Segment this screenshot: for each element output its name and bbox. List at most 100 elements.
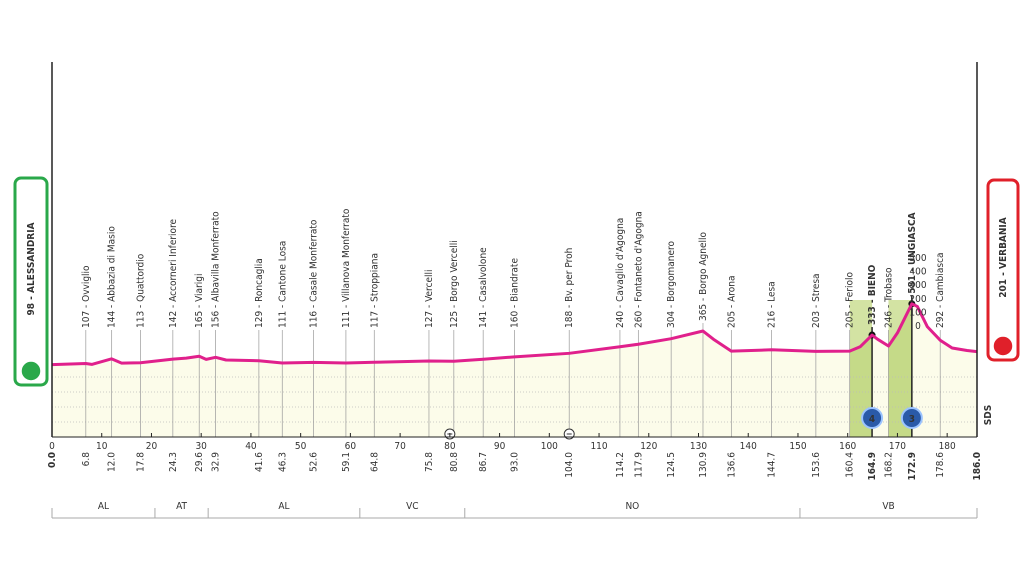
waypoint-label: 111 - Cantone Losa xyxy=(277,241,288,328)
waypoint-label: 581 - UNGIASCA xyxy=(907,212,918,293)
x-tick-label: 50 xyxy=(295,441,307,452)
x-tick-label: 80 xyxy=(444,441,456,452)
waypoint-label: 144 - Abbazia di Masio xyxy=(107,226,118,328)
waypoint-label: 246 - Trobaso xyxy=(883,267,894,328)
x-tick-label: 100 xyxy=(541,441,558,452)
waypoint-label: 111 - Villanova Monferrato xyxy=(341,208,352,328)
climb-badge xyxy=(900,407,923,429)
waypoint-km: 64.8 xyxy=(369,452,380,472)
waypoint-label: 141 - Casalvolone xyxy=(478,247,489,328)
waypoint-label: 107 - Ovviglio xyxy=(81,265,92,328)
climb-scale-label: 100 xyxy=(909,307,926,318)
x-tick-label: 90 xyxy=(494,441,506,452)
finish-label: 201 - VERBANIA xyxy=(998,217,1009,298)
waypoint-km: 32.9 xyxy=(211,452,222,472)
waypoint-label: 116 - Casale Monferrato xyxy=(309,219,320,328)
km-endpoint: 0.0 xyxy=(47,452,58,468)
x-tick-label: 170 xyxy=(889,441,906,452)
x-tick-label: 120 xyxy=(640,441,657,452)
waypoint-label: 117 - Stroppiana xyxy=(369,253,380,328)
waypoint-km: 178.6 xyxy=(935,452,946,478)
climb-scale-label: 300 xyxy=(909,280,926,291)
start-label: 98 - ALESSANDRIA xyxy=(26,222,37,315)
waypoint-label: 142 - Accorneri Inferiore xyxy=(168,218,179,328)
waypoint-km: 75.8 xyxy=(424,452,435,472)
region-label: AL xyxy=(278,501,289,512)
waypoint-km: 136.6 xyxy=(726,452,737,478)
waypoint-label: 365 - Borgo Agnello xyxy=(698,232,709,322)
finish-icon xyxy=(992,335,1014,357)
x-tick-label: 180 xyxy=(939,441,956,452)
waypoint-km: 80.8 xyxy=(449,452,460,472)
climb-scale-label: 500 xyxy=(909,253,926,264)
waypoint-km: 130.9 xyxy=(698,452,709,478)
waypoint-label: 260 - Fontaneto d'Agogna xyxy=(633,211,644,328)
waypoint-label: 188 - Bv. per Proh xyxy=(564,248,575,328)
waypoint-km: 153.6 xyxy=(811,452,822,478)
waypoint-km: 114.2 xyxy=(615,452,626,478)
waypoint-km: 144.7 xyxy=(767,452,778,478)
waypoint-km: 46.3 xyxy=(277,452,288,472)
waypoint-km: 168.2 xyxy=(883,452,894,478)
waypoint-label: 165 - Viarigi xyxy=(194,274,205,328)
waypoint-km: 24.3 xyxy=(168,452,179,472)
x-tick-label: 150 xyxy=(789,441,806,452)
climb-scale-label: 200 xyxy=(909,294,926,305)
region-label: AT xyxy=(176,501,187,512)
waypoint-label: 304 - Borgomanero xyxy=(666,240,677,328)
region-label: NO xyxy=(625,501,639,512)
waypoint-km: 12.0 xyxy=(107,452,118,472)
km-endpoint: 186.0 xyxy=(972,452,983,480)
waypoint-km: 124.5 xyxy=(666,452,677,478)
climb-scale-label: 400 xyxy=(909,267,926,278)
waypoint-label: 333 - BIENO xyxy=(867,264,878,325)
waypoint-km: 6.8 xyxy=(81,452,92,467)
waypoint-label: 203 - Stresa xyxy=(811,273,822,328)
waypoint-label: 129 - Roncaglia xyxy=(254,258,265,328)
x-tick-label: 40 xyxy=(245,441,257,452)
waypoint-label: 113 - Quattordio xyxy=(136,253,147,328)
start-icon xyxy=(20,360,42,382)
x-tick-label: 20 xyxy=(146,441,158,452)
x-tick-label: 10 xyxy=(96,441,108,452)
waypoint-label: 205 - Feriolo xyxy=(845,272,856,328)
climb-area xyxy=(888,303,912,437)
waypoint-label: 292 - Cambiasca xyxy=(935,252,946,328)
x-tick-label: 160 xyxy=(839,441,856,452)
climb-category: 3 xyxy=(909,414,915,425)
waypoint-km: 104.0 xyxy=(564,452,575,478)
waypoint-km: 29.6 xyxy=(194,452,205,472)
x-tick-label: 130 xyxy=(690,441,707,452)
waypoint-label: 205 - Arona xyxy=(726,276,737,328)
waypoint-km: 59.1 xyxy=(341,452,352,472)
x-tick-label: 70 xyxy=(394,441,406,452)
profile-line xyxy=(51,302,978,367)
waypoint-label: 240 - Cavaglio d'Agogna xyxy=(615,218,626,328)
waypoint-km: 86.7 xyxy=(478,452,489,472)
region-label: AL xyxy=(98,501,109,512)
x-tick-label: 110 xyxy=(590,441,607,452)
waypoint-label: 160 - Biandrate xyxy=(510,258,521,328)
waypoint-km: 17.8 xyxy=(136,452,147,472)
waypoint-label: 125 - Borgo Vercelli xyxy=(449,240,460,328)
climb-scale-label: 0 xyxy=(915,321,921,332)
waypoint-km: 160.4 xyxy=(845,452,856,478)
waypoint-km: 172.9 xyxy=(907,452,918,480)
x-tick-label: 30 xyxy=(195,441,207,452)
x-tick-label: 140 xyxy=(740,441,757,452)
climb-category: 4 xyxy=(869,414,875,425)
waypoint-km: 52.6 xyxy=(309,452,320,472)
region-label: VC xyxy=(406,501,418,512)
x-tick-label: 0 xyxy=(49,441,55,452)
climb-badge xyxy=(861,407,884,429)
waypoint-km: 164.9 xyxy=(867,452,878,480)
waypoint-label: 156 - Albavilla Monferrato xyxy=(211,211,222,328)
side-text: SDS xyxy=(983,405,994,425)
waypoint-label: 216 - Lesa xyxy=(767,281,778,328)
x-tick-label: 60 xyxy=(345,441,357,452)
start-box xyxy=(13,176,49,387)
region-label: VB xyxy=(882,501,894,512)
waypoint-km: 117.9 xyxy=(633,452,644,478)
waypoint-km: 93.0 xyxy=(510,452,521,472)
